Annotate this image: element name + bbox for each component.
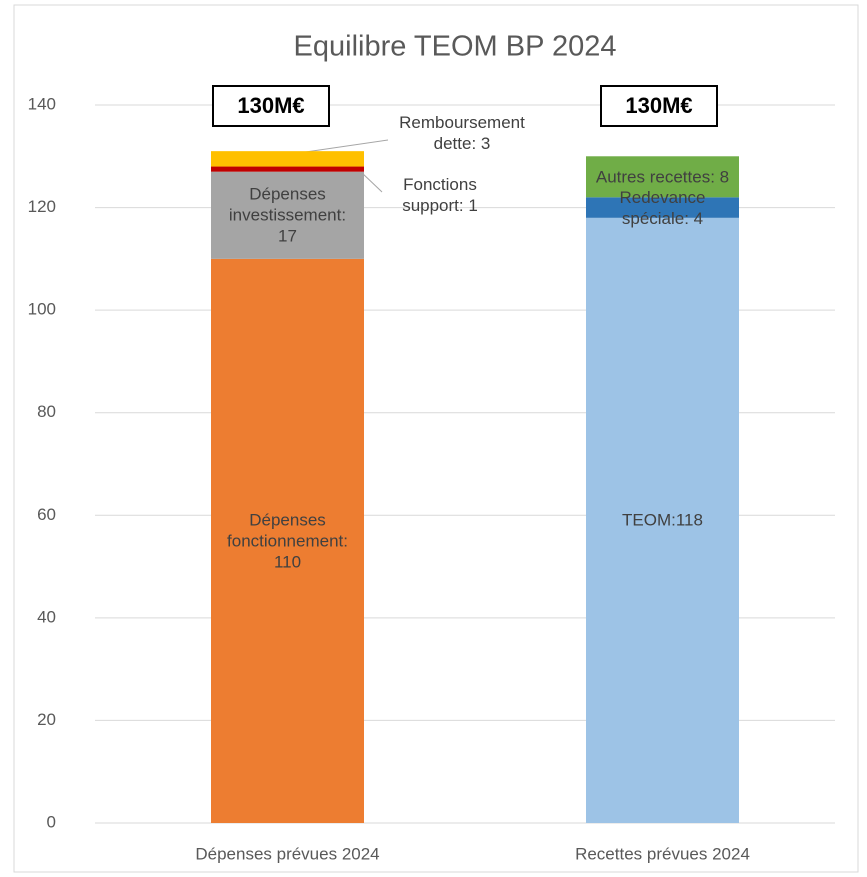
data-label: TEOM:118 xyxy=(622,510,703,530)
data-label: Remboursement dette: 3 xyxy=(399,113,525,153)
y-tick-label: 80 xyxy=(37,402,56,421)
y-tick-label: 120 xyxy=(28,197,56,216)
y-tick-label: 100 xyxy=(28,300,56,319)
y-tick-label: 20 xyxy=(37,710,56,729)
total-annotation: 130M€ xyxy=(600,85,718,127)
leader-line xyxy=(360,171,383,193)
y-tick-label: 60 xyxy=(37,505,56,524)
bar-segment xyxy=(211,151,364,167)
y-tick-label: 140 xyxy=(28,94,56,113)
bar-segment xyxy=(586,156,739,198)
x-tick-label: Dépenses prévues 2024 xyxy=(195,844,379,863)
bar-segment xyxy=(211,258,364,823)
bar-segment xyxy=(586,197,739,218)
y-tick-label: 0 xyxy=(47,812,56,831)
bar-segment xyxy=(586,217,739,824)
data-label: Fonctions support: 1 xyxy=(402,175,478,215)
x-tick-label: Recettes prévues 2024 xyxy=(575,844,750,863)
bar-segment xyxy=(211,171,364,259)
data-label: Dépenses investissement: 17 xyxy=(228,184,347,246)
y-tick-label: 40 xyxy=(37,607,56,626)
total-annotation: 130M€ xyxy=(212,85,330,127)
bar-segment xyxy=(211,166,364,172)
chart-title: Equilibre TEOM BP 2024 xyxy=(294,31,617,63)
data-label: Dépenses fonctionnement: 110 xyxy=(227,510,348,572)
data-label: Redevance spéciale: 4 xyxy=(619,187,706,228)
data-label: Autres recettes: 8 xyxy=(595,167,730,187)
